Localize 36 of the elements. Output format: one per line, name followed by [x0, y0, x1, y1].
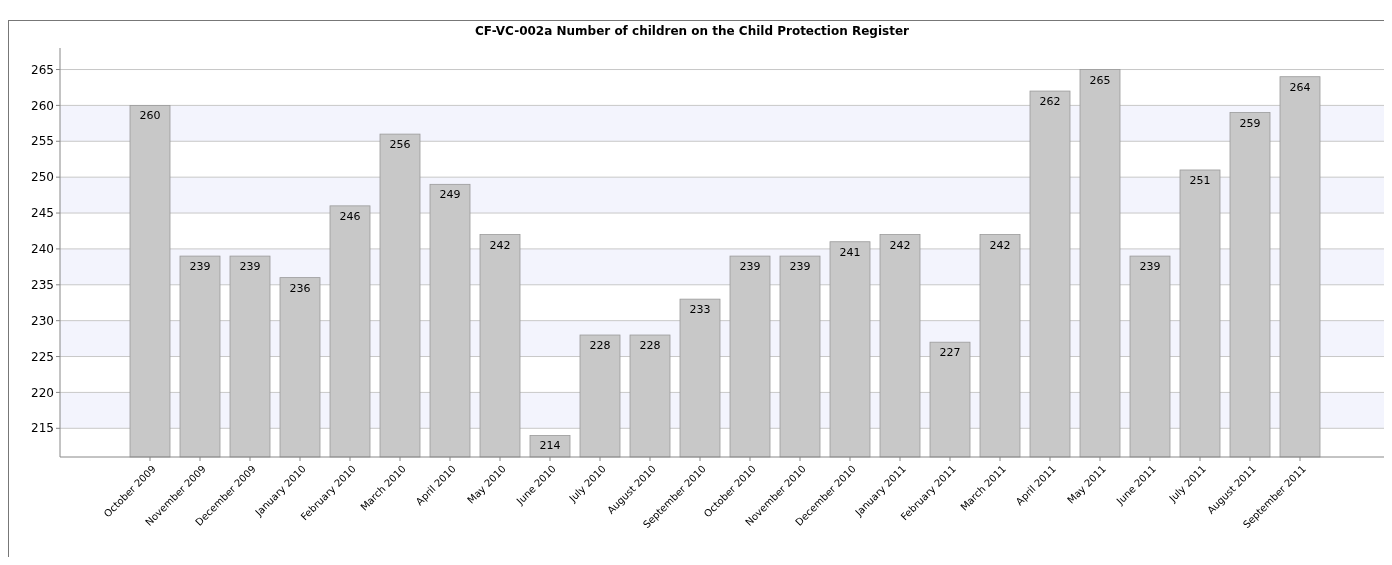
data-label: 264 — [1289, 80, 1311, 94]
y-tick-label: 265 — [31, 62, 54, 77]
data-label: 236 — [289, 281, 311, 295]
data-label: 239 — [739, 260, 761, 274]
data-label: 242 — [889, 238, 911, 252]
data-label: 239 — [239, 260, 261, 274]
data-label: 246 — [339, 209, 361, 223]
data-label: 239 — [789, 260, 811, 274]
data-label: 241 — [839, 245, 861, 259]
y-tick-label: 245 — [31, 206, 54, 221]
data-label: 214 — [539, 439, 561, 453]
data-label: 260 — [139, 109, 161, 123]
data-label: 228 — [589, 339, 611, 353]
data-label: 265 — [1089, 73, 1111, 87]
y-tick-label: 255 — [31, 134, 54, 149]
data-label: 228 — [639, 339, 661, 353]
data-label: 239 — [189, 260, 211, 274]
data-label: 256 — [389, 138, 411, 152]
y-tick-label: 240 — [31, 242, 54, 257]
y-tick-label: 215 — [31, 421, 54, 436]
data-label: 249 — [439, 188, 461, 202]
data-label: 259 — [1239, 116, 1261, 130]
y-tick-label: 260 — [31, 98, 54, 113]
data-label: 239 — [1139, 260, 1161, 274]
y-tick-label: 220 — [31, 385, 54, 400]
data-label: 227 — [939, 346, 961, 360]
y-tick-label: 230 — [31, 313, 54, 328]
y-tick-label: 250 — [31, 170, 54, 185]
y-tick-label: 225 — [31, 349, 54, 364]
data-label: 242 — [489, 238, 511, 252]
data-label: 262 — [1039, 95, 1061, 109]
data-label: 242 — [989, 238, 1011, 252]
chart-title: CF-VC-002a Number of children on the Child Protection Register — [475, 24, 910, 38]
data-label: 251 — [1189, 173, 1211, 187]
y-tick-label: 235 — [31, 277, 54, 292]
data-label: 233 — [689, 303, 711, 317]
